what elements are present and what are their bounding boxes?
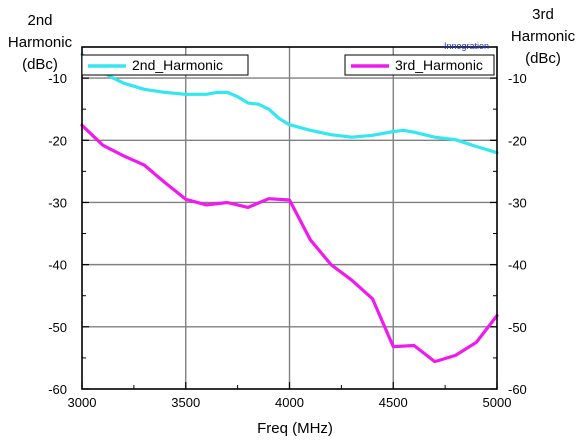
y-tick-label-left: -40 [48,258,67,273]
y-tick-label-left: -10 [48,71,67,86]
series-line-1 [80,52,499,155]
y-tick-label-right: -30 [508,195,527,210]
y-axis-left-title: 2nd Harmonic (dBc) [0,10,80,76]
x-tick-label: 3500 [171,395,200,410]
y-axis-left-title-line-2: Harmonic [7,34,73,51]
y-axis-right-title: 3rd Harmonic (dBc) [500,4,586,70]
y-tick-label-right: -40 [508,258,527,273]
legend-box-1 [81,54,249,76]
y-axis-right-title-line-3: (dBc) [525,50,561,67]
y-tick-label-right: -10 [508,71,527,86]
x-tick-label: 3000 [68,395,97,410]
watermark-text: Innogration [444,41,490,51]
y-tick-label-left: -50 [48,320,67,335]
plot-frame [81,46,498,390]
y-tick-label-left: -20 [48,133,67,148]
y-tick-label-left: -30 [48,195,67,210]
x-tick-label: 4500 [379,395,408,410]
legend-label-1: 2nd_Harmonic [132,57,223,73]
y-tick-label-left: -60 [48,382,67,397]
legend-box-2 [344,54,495,76]
y-tick-label-right: -60 [508,382,527,397]
y-axis-right-title-line-2: Harmonic [510,28,576,45]
legend-label-2: 3rd_Harmonic [395,57,483,73]
x-tick-label: 4000 [275,395,304,410]
y-axis-left-title-line-3: (dBc) [22,56,58,73]
y-tick-label-right: -20 [508,133,527,148]
y-tick-label-right: -50 [508,320,527,335]
x-tick-label: 5000 [483,395,512,410]
series-line-2 [80,123,499,364]
y-axis-right-title-line-1: 3rd [532,6,554,23]
x-axis-title: Freq (MHz) [257,420,333,437]
y-axis-left-title-line-1: 2nd [27,12,53,29]
